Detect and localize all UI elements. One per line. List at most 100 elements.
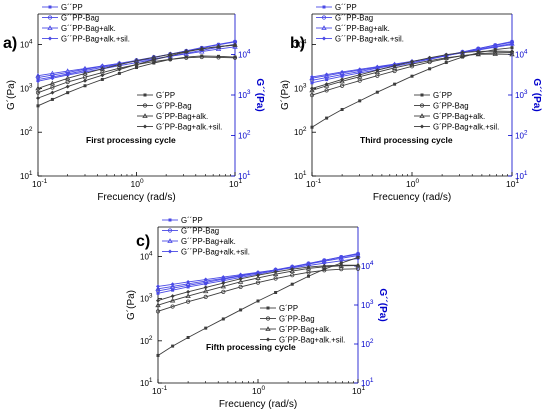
g1-series-3-point (323, 82, 330, 88)
g1-series-2-point (290, 273, 295, 278)
panel-annotation: First processing cycle (86, 135, 176, 145)
g1-series-2-point (50, 85, 55, 90)
g1-series-1-point (36, 104, 40, 108)
x-axis-label: Frecuency (rad/s) (373, 192, 451, 203)
g1-series-3-point (309, 87, 315, 93)
g1-series-1-point (233, 55, 237, 59)
legend-g2-label: G´´PP (335, 3, 357, 12)
g1-series-2-point (255, 280, 261, 285)
g1-series-3-point (99, 66, 106, 71)
g2-series-4-point (322, 261, 327, 266)
g1-series-1-point (310, 125, 314, 129)
g2-series-3-point (169, 283, 176, 289)
g1-series-2-point (238, 284, 243, 289)
y-axis-right-label: G´´(Pa) (531, 78, 542, 111)
g1-series-4-point (221, 281, 226, 286)
g1-series-3-point (409, 61, 415, 66)
legend-g1-label: G´PP (279, 304, 298, 313)
g1-series-4-point (238, 276, 243, 281)
g1-series-3-point (492, 51, 498, 56)
legend-g1-marker (420, 124, 424, 129)
g1-series-1-point (83, 84, 87, 88)
g1-series-3-point (357, 73, 363, 79)
g1-series-3-point (459, 52, 466, 58)
g2-series-1-point (310, 81, 314, 85)
g2-series-4-point (310, 74, 314, 79)
legend-g2-label: G´´PP-Bag (335, 14, 373, 23)
legend-g1-label: G´PP-Bag+alk. (156, 112, 208, 121)
x-axis-label: Frecuency (rad/s) (219, 399, 297, 410)
g1-series-3-point (339, 78, 345, 84)
g2-series-3-point (203, 278, 209, 284)
legend-g2-label: G´´PP (181, 216, 203, 225)
g1-series-2-point (186, 299, 191, 304)
g1-series-2-point (409, 64, 415, 69)
legend-g1-marker (142, 103, 148, 108)
panel-label: a) (3, 35, 17, 52)
legend-g1-marker (265, 316, 271, 321)
g1-series-4-point (310, 86, 314, 91)
g1-series-3-point (289, 268, 295, 274)
legend-g2-label: G´´PP-Bag (181, 227, 219, 236)
g2-series-4-point (510, 42, 514, 47)
legend-g1-marker (420, 93, 424, 97)
legend-g1-label: G´PP-Bag+alk. (279, 325, 331, 334)
g1-series-1-point (339, 261, 343, 265)
y-left-tick-label: 103 (20, 82, 33, 93)
g1-series-4-point (427, 55, 432, 60)
legend-g2-marker (167, 228, 173, 233)
g1-series-3-point (272, 271, 279, 277)
legend-g2-label: G´´PP-Bag+alk. (335, 24, 390, 33)
g1-series-2-point (216, 55, 221, 60)
g1-series-1-point (100, 77, 104, 81)
g1-series-2-point (203, 294, 208, 300)
g1-series-4-point (134, 62, 139, 67)
g1-series-4-point (510, 49, 514, 54)
g2-series-4-point (238, 272, 243, 277)
g1-series-3-point (237, 279, 244, 284)
y-left-tick-label: 104 (140, 250, 153, 261)
g1-series-4-point (82, 78, 87, 83)
g1-series-4-point (216, 44, 221, 49)
legend-g1-marker (143, 93, 147, 97)
y-left-tick-label: 103 (140, 293, 153, 304)
y-left-tick-label: 104 (20, 39, 33, 50)
y-right-tick-label: 102 (515, 130, 528, 141)
g1-series-4-point (184, 49, 189, 54)
legend-g1-label: G´PP (156, 91, 175, 100)
g1-series-2-point (65, 79, 70, 85)
panel-annotation: Third processing cycle (360, 135, 453, 145)
y-left-tick-label: 103 (294, 82, 307, 93)
g1-series-1-point (307, 274, 311, 278)
g1-series-4-line (37, 44, 236, 99)
y-right-tick-label: 104 (361, 260, 374, 271)
g2-series-4-point (186, 279, 191, 284)
x-axis-label: Frecuency (rad/s) (97, 192, 175, 203)
g1-series-4-point (410, 59, 414, 64)
g1-series-2-point (273, 276, 278, 281)
g1-series-2-point (340, 83, 345, 88)
g1-series-4-point (256, 273, 260, 278)
g1-series-4-point (476, 49, 481, 54)
g1-series-2-point (232, 55, 238, 60)
legend-g1-marker (142, 113, 148, 118)
g1-series-1-point (410, 74, 414, 78)
y-right-tick-label: 101 (515, 170, 528, 181)
g2-series-3-point (49, 70, 56, 76)
g2-series-3-point (215, 46, 222, 51)
g1-series-3-point (169, 297, 176, 303)
y-axis-left-label: G´(Pa) (279, 80, 291, 110)
x-tick-label: 101 (352, 385, 365, 396)
legend-g2-marker (322, 36, 326, 41)
legend-g1-label: G´PP-Bag+alk. (433, 112, 485, 121)
g1-series-2-point (184, 55, 189, 60)
g2-series-4-point (36, 79, 40, 84)
g1-series-1-point (428, 67, 432, 71)
y-right-tick-label: 102 (361, 338, 374, 349)
g1-series-1-point (325, 116, 329, 120)
g1-series-2-point (35, 90, 41, 95)
g1-series-4-point (322, 263, 327, 268)
g1-series-4-point (170, 294, 175, 299)
g2-series-4-point (375, 64, 380, 69)
g2-series-4-point (340, 69, 345, 74)
